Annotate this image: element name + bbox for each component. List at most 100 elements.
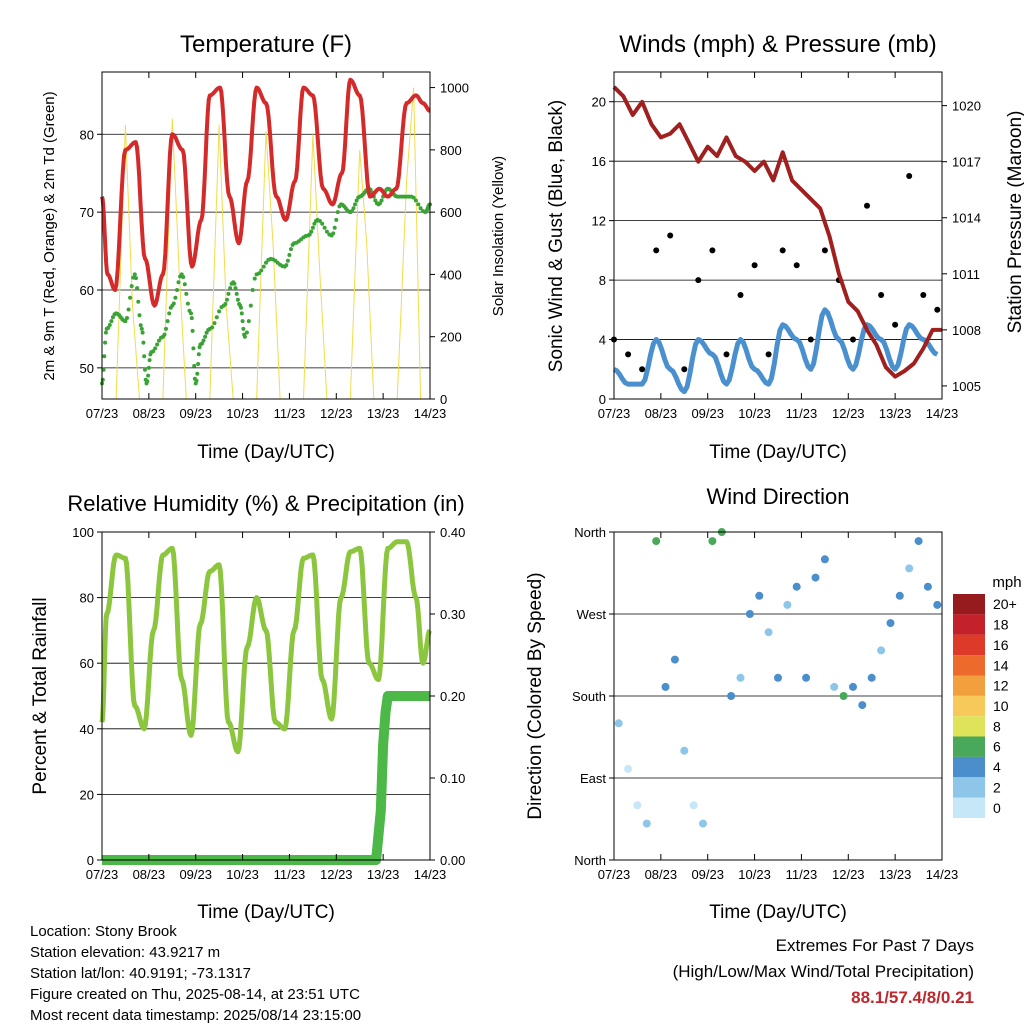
gust-point — [864, 202, 870, 209]
dewpoint-point — [379, 198, 384, 203]
y-tick-label-left: 60 — [80, 283, 94, 298]
dewpoint-point — [320, 221, 325, 226]
dewpoint-point — [135, 286, 140, 291]
x-tick-label: 12/23 — [832, 406, 865, 421]
direction-point — [858, 701, 867, 710]
x-tick-label: 11/23 — [786, 867, 818, 882]
direction-point — [905, 564, 914, 573]
dewpoint-point — [351, 206, 356, 211]
dewpoint-point — [107, 323, 112, 327]
x-tick-label: 10/23 — [738, 867, 771, 882]
dewpoint-point — [239, 305, 243, 310]
dewpoint-point — [137, 313, 142, 318]
gust-point — [892, 321, 899, 328]
dewpoint-point — [246, 319, 251, 324]
dewpoint-point — [242, 334, 247, 339]
direction-point — [727, 692, 736, 700]
y-tick-label-left: 0 — [87, 853, 94, 868]
y-tick-label-right: 0.30 — [440, 607, 465, 622]
dewpoint-point — [214, 315, 219, 320]
y-tick-label-right: 1020 — [952, 99, 981, 114]
dewpoint-point — [195, 371, 200, 376]
dewpoint-point — [413, 198, 418, 203]
legend-label: 12 — [993, 678, 1009, 694]
dewpoint-point — [226, 291, 231, 296]
dewpoint-point — [233, 286, 238, 291]
y-tick-label-left: 8 — [599, 273, 606, 288]
y-tick-label-left: North — [574, 853, 606, 868]
dewpoint-point — [190, 328, 195, 333]
legend-swatch — [953, 634, 985, 656]
dewpoint-point — [217, 309, 222, 314]
dewpoint-point — [151, 349, 156, 354]
legend-swatch — [953, 756, 985, 778]
dewpoint-point — [244, 330, 249, 335]
dewpoint-point — [250, 288, 255, 292]
direction-point — [783, 600, 792, 609]
direction-point — [642, 819, 651, 828]
dewpoint-point — [203, 334, 208, 339]
dewpoint-point — [335, 210, 340, 215]
x-tick-label: 13/23 — [367, 406, 400, 421]
extremes-subtitle: (High/Low/Max Wind/Total Precipitation) — [672, 962, 974, 981]
dewpoint-point — [310, 225, 315, 230]
y-tick-label-right: 400 — [440, 267, 462, 282]
x-tick-label: 08/23 — [133, 406, 166, 421]
gust-point — [765, 351, 772, 358]
y-tick-label-right: 1014 — [952, 211, 981, 226]
dewpoint-point — [189, 311, 193, 316]
temperature-xlabel: Time (Day/UTC) — [197, 442, 335, 463]
direction-point — [736, 673, 745, 682]
dewpoint-point — [103, 330, 108, 335]
direction-point — [886, 619, 895, 628]
direction-point — [839, 692, 848, 700]
gust-point — [723, 351, 730, 358]
gust-point — [737, 292, 744, 298]
y-tick-label-right: 0.20 — [440, 689, 465, 704]
humidity-title: Relative Humidity (%) & Precipitation (i… — [67, 491, 464, 516]
humidity-line — [99, 539, 433, 755]
legend-label: 16 — [993, 637, 1009, 653]
legend-swatch — [953, 655, 985, 676]
dewpoint-point — [146, 373, 151, 378]
dewpoint-point — [147, 358, 152, 363]
dewpoint-point — [141, 340, 146, 345]
direction-xlabel: Time (Day/UTC) — [709, 902, 847, 923]
dewpoint-point — [261, 264, 266, 269]
y-tick-label-right: 0 — [440, 392, 447, 407]
direction-point — [830, 682, 839, 691]
x-tick-label: 07/23 — [598, 406, 631, 421]
dewpoint-point — [201, 338, 206, 343]
legend-label: 18 — [993, 617, 1009, 633]
gust-point — [625, 351, 632, 358]
x-tick-label: 12/23 — [320, 867, 353, 882]
x-tick-label: 14/23 — [926, 867, 959, 882]
gust-point — [779, 247, 786, 254]
y-tick-label-right: 1005 — [952, 379, 981, 394]
gust-point — [639, 366, 646, 373]
legend-swatch — [953, 777, 985, 798]
gust-point — [793, 262, 800, 269]
dewpoint-point — [228, 286, 233, 291]
humidity-plot-area — [99, 531, 433, 865]
dewpoint-point — [192, 363, 197, 368]
gust-point — [709, 247, 716, 254]
y-tick-label-right: 0.00 — [440, 853, 465, 868]
temperature-panel: Temperature (F) Time (Day/UTC) 2m & 9m T… — [41, 31, 507, 463]
dewpoint-point — [109, 319, 114, 324]
dewpoint-point — [225, 297, 229, 302]
info-elevation: Station elevation: 43.9217 m — [30, 944, 221, 961]
legend-swatch — [953, 675, 985, 696]
temperature-title: Temperature (F) — [180, 31, 352, 58]
legend-label: 10 — [993, 698, 1009, 714]
x-tick-label: 09/23 — [179, 867, 212, 882]
dewpoint-point — [126, 307, 131, 312]
legend-swatch — [953, 736, 985, 757]
dewpoint-point — [353, 202, 357, 207]
y-tick-label-left: 80 — [80, 591, 94, 606]
y-tick-label-left: North — [574, 525, 606, 540]
legend-label: 8 — [993, 718, 1001, 734]
legend-swatch — [953, 716, 985, 737]
direction-title: Wind Direction — [706, 484, 849, 509]
gust-point — [681, 366, 688, 373]
